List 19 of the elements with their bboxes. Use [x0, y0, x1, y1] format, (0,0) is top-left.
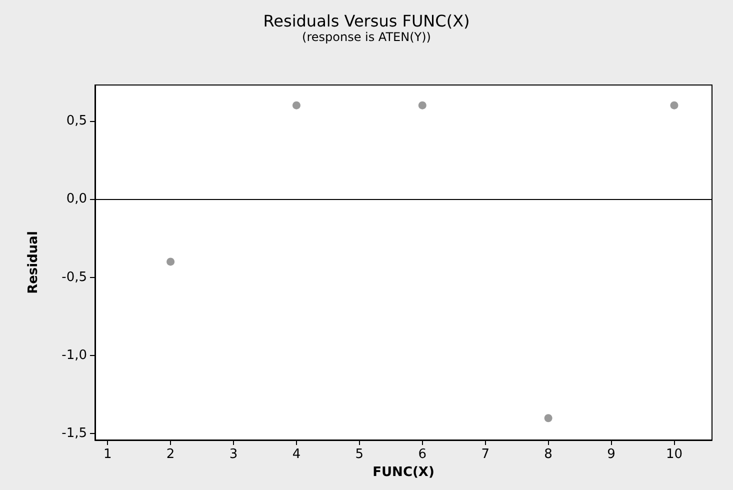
y-tick-label: -1,0 — [62, 348, 87, 364]
x-tick-label: 9 — [607, 447, 616, 462]
y-tick-label: 0,5 — [66, 113, 87, 128]
x-tick-label: 3 — [229, 447, 238, 462]
x-axis-title: FUNC(X) — [372, 464, 434, 480]
x-tick-label: 6 — [418, 447, 427, 462]
y-tick-label: -0,5 — [62, 270, 87, 285]
x-tick-label: 8 — [544, 447, 552, 462]
y-tick-label: 0,0 — [66, 192, 87, 207]
y-tick-label: -1,5 — [62, 426, 87, 442]
y-axis-title: Residual — [26, 231, 41, 294]
x-tick-label: 7 — [481, 447, 490, 462]
x-tick-label: 2 — [166, 447, 175, 462]
x-tick-label: 4 — [292, 447, 301, 462]
chart-subtitle: (response is ATEN(Y)) — [302, 30, 431, 44]
x-tick-label: 5 — [355, 447, 364, 462]
chart-title: Residuals Versus FUNC(X) — [263, 12, 470, 30]
x-tick-label: 10 — [666, 447, 682, 462]
x-tick-label: 1 — [103, 447, 112, 462]
